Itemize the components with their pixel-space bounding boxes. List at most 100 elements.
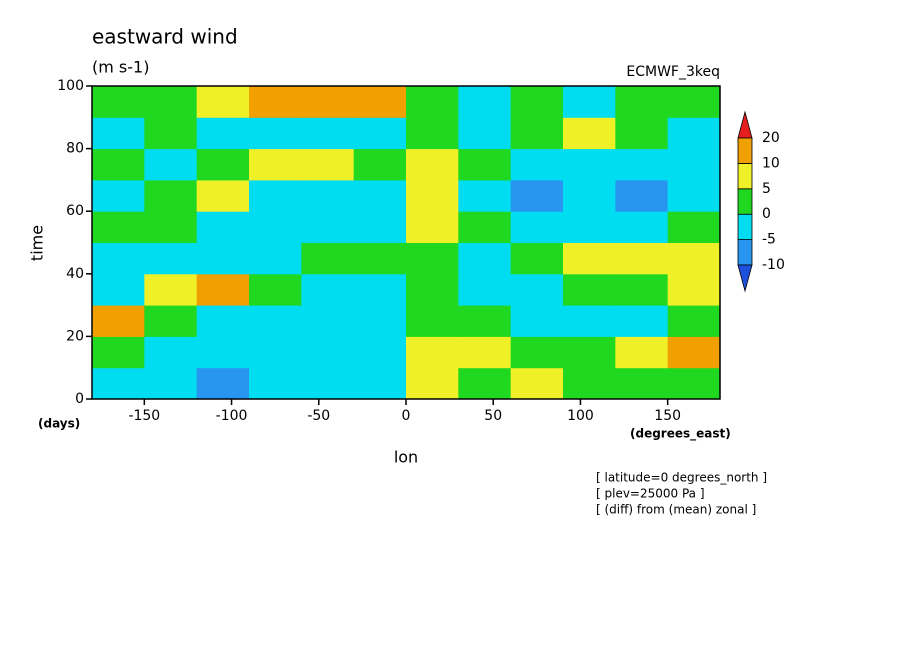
note: [ latitude=0 degrees_north ] <box>596 471 767 485</box>
field-cell <box>92 179 145 212</box>
field-cell <box>667 179 721 212</box>
colorbar-label: -10 <box>762 257 785 273</box>
x-unit: (degrees_east) <box>630 427 731 442</box>
field-cell <box>406 367 459 400</box>
field-cell <box>458 336 512 369</box>
field-cell <box>458 242 512 275</box>
field-cell <box>196 336 250 369</box>
field-cell <box>301 305 355 337</box>
note: [ plev=25000 Pa ] <box>596 487 705 501</box>
field-cell <box>510 86 564 118</box>
colorbar-box <box>737 213 753 240</box>
field-cell <box>510 148 564 181</box>
field-cell <box>667 148 721 181</box>
field-cell <box>458 117 512 150</box>
field-cell <box>406 148 459 181</box>
field-cell <box>249 117 302 150</box>
field-cell <box>301 117 355 150</box>
field-cell <box>92 336 145 369</box>
field-cell <box>92 148 145 181</box>
field-cell <box>510 305 564 337</box>
colorbar-label: 10 <box>762 155 780 171</box>
field-cell <box>615 305 669 337</box>
field-cell <box>615 242 669 275</box>
field-cell <box>667 242 721 275</box>
field-cell <box>196 211 250 243</box>
field-cell <box>563 211 616 243</box>
field-cell <box>196 179 250 212</box>
field-cell <box>196 117 250 150</box>
colorbar-label: 20 <box>762 130 780 146</box>
field-cell <box>92 367 145 400</box>
field-cell <box>458 367 512 400</box>
field-cell <box>406 86 459 118</box>
field-cell <box>406 179 459 212</box>
colorbar-box <box>737 137 753 164</box>
y-axis-label: time <box>28 225 47 261</box>
colorbar-label: -5 <box>762 232 776 248</box>
field-cell <box>249 273 302 306</box>
y-tick-label: 100 <box>57 78 84 94</box>
field-cell <box>144 86 198 118</box>
field-cell <box>615 117 669 150</box>
field-cell <box>353 179 407 212</box>
field-cell <box>458 148 512 181</box>
field-cell <box>353 336 407 369</box>
field-cell <box>144 148 198 181</box>
field-cell <box>249 367 302 400</box>
x-tick-label: 50 <box>484 408 502 424</box>
x-axis-label: lon <box>394 448 418 467</box>
field-cell <box>615 179 669 212</box>
x-tick-label: 150 <box>654 408 681 424</box>
field-cell <box>249 86 302 118</box>
field-cell <box>92 273 145 306</box>
field-cell <box>458 211 512 243</box>
field-cell <box>301 242 355 275</box>
field-cell <box>301 336 355 369</box>
colorbar-box <box>737 188 753 215</box>
field-cell <box>196 367 250 400</box>
field-cell <box>196 305 250 337</box>
field-cell <box>510 242 564 275</box>
field-cell <box>92 305 145 337</box>
x-tick-label: -50 <box>307 408 330 424</box>
field-cell <box>667 211 721 243</box>
field-cell <box>510 211 564 243</box>
field-cell <box>563 273 616 306</box>
field-cell <box>667 273 721 306</box>
field-cell <box>563 117 616 150</box>
colorbar-label: 0 <box>762 206 771 222</box>
field-cell <box>353 211 407 243</box>
field-cell <box>249 336 302 369</box>
y-tick-label: 60 <box>66 203 84 219</box>
field-cell <box>353 367 407 400</box>
colorbar-label: 5 <box>762 181 771 197</box>
field-cell <box>92 242 145 275</box>
field-cell <box>458 273 512 306</box>
field-cell <box>144 211 198 243</box>
y-unit: (days) <box>38 417 80 431</box>
field-cell <box>510 179 564 212</box>
field-cell <box>249 179 302 212</box>
field-cell <box>406 305 459 337</box>
field-cell <box>667 305 721 337</box>
field-cell <box>301 367 355 400</box>
field-cell <box>458 86 512 118</box>
field-cell <box>249 148 302 181</box>
field-cell <box>563 242 616 275</box>
field-cell <box>301 211 355 243</box>
field-cell <box>615 336 669 369</box>
field-cell <box>563 179 616 212</box>
field-cell <box>406 117 459 150</box>
field-cell <box>458 305 512 337</box>
field-cell <box>510 273 564 306</box>
field-cell <box>615 86 669 118</box>
colorbar-under <box>737 264 753 293</box>
field-cell <box>615 273 669 306</box>
field-cell <box>144 336 198 369</box>
field-cell <box>563 336 616 369</box>
field-cell <box>249 242 302 275</box>
colorbar-over <box>737 110 753 139</box>
field-cell <box>144 117 198 150</box>
